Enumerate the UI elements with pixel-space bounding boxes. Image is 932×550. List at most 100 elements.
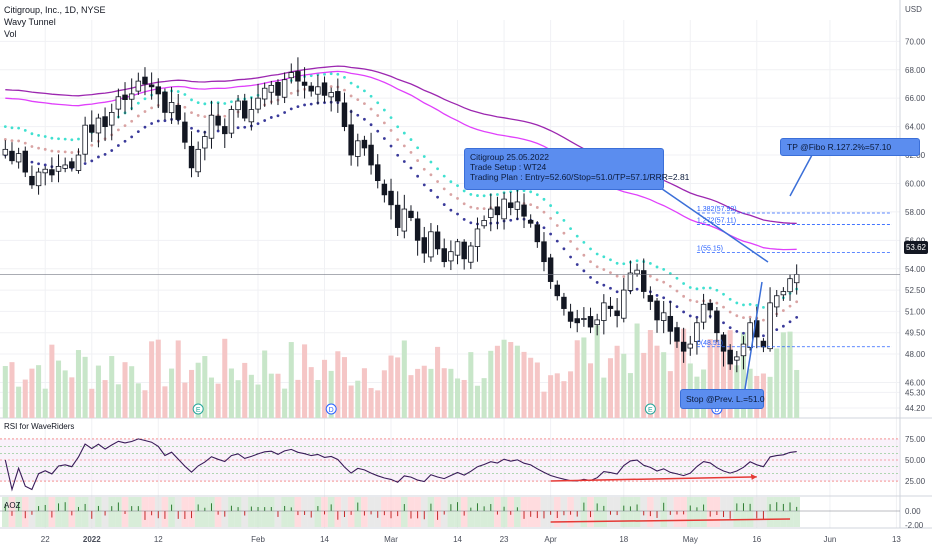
candle[interactable] — [434, 225, 441, 255]
candle[interactable] — [627, 260, 634, 295]
candle[interactable] — [308, 82, 314, 97]
candle[interactable] — [694, 317, 700, 355]
candle[interactable] — [567, 303, 574, 329]
candle[interactable] — [321, 76, 328, 103]
candle[interactable] — [514, 186, 521, 220]
candle[interactable] — [75, 148, 82, 174]
candle[interactable] — [301, 67, 308, 99]
candle[interactable] — [527, 214, 534, 228]
candle[interactable] — [394, 191, 401, 237]
candle[interactable] — [235, 94, 241, 118]
candle[interactable] — [69, 157, 75, 172]
candle[interactable] — [95, 113, 102, 148]
aoz-title[interactable]: AOZ — [4, 501, 21, 510]
candle[interactable] — [501, 192, 507, 230]
candle[interactable] — [594, 313, 600, 336]
candle[interactable] — [49, 157, 55, 183]
candle[interactable] — [428, 223, 434, 262]
candle[interactable] — [335, 78, 341, 113]
candle[interactable] — [108, 103, 115, 141]
candle[interactable] — [135, 72, 142, 95]
candle[interactable] — [667, 301, 674, 345]
candle[interactable] — [581, 307, 587, 327]
candle[interactable] — [89, 110, 95, 142]
candle[interactable] — [787, 274, 793, 301]
candle[interactable] — [122, 82, 128, 115]
candle[interactable] — [714, 306, 720, 343]
symbol-title[interactable]: Citigroup, Inc., 1D, NYSE — [4, 5, 106, 15]
candle[interactable] — [281, 72, 288, 104]
candle[interactable] — [341, 92, 348, 132]
candle[interactable] — [288, 63, 295, 84]
candle[interactable] — [720, 332, 727, 367]
candle[interactable] — [740, 336, 747, 370]
candle[interactable] — [155, 78, 162, 109]
candle[interactable] — [175, 93, 181, 125]
candle[interactable] — [534, 221, 541, 248]
candle[interactable] — [767, 287, 773, 352]
candle[interactable] — [35, 167, 42, 195]
candle[interactable] — [368, 132, 374, 175]
candle[interactable] — [328, 87, 334, 112]
candle[interactable] — [481, 215, 487, 229]
candle[interactable] — [547, 253, 554, 289]
candle[interactable] — [162, 88, 168, 120]
candle[interactable] — [128, 78, 135, 111]
candle[interactable] — [448, 240, 454, 271]
candle[interactable] — [621, 277, 627, 323]
candle[interactable] — [188, 131, 195, 178]
candle[interactable] — [42, 166, 48, 186]
candle[interactable] — [195, 141, 201, 177]
candle[interactable] — [454, 238, 461, 265]
candle[interactable] — [421, 226, 428, 263]
candle[interactable] — [561, 292, 567, 316]
candle[interactable] — [707, 299, 713, 319]
candle[interactable] — [228, 105, 235, 139]
indicator-volume[interactable]: Vol — [4, 29, 17, 39]
candle[interactable] — [222, 118, 228, 148]
rsi-title[interactable]: RSI for WaveRiders — [4, 422, 75, 431]
candle[interactable] — [15, 147, 22, 169]
candle[interactable] — [381, 179, 388, 203]
candle[interactable] — [607, 297, 614, 317]
candle[interactable] — [441, 238, 447, 268]
candle[interactable] — [102, 107, 108, 142]
candle[interactable] — [202, 130, 208, 161]
candle[interactable] — [55, 154, 62, 183]
candle[interactable] — [507, 191, 514, 216]
candle[interactable] — [148, 72, 155, 100]
indicator-wavy-tunnel[interactable]: Wavy Tunnel — [4, 17, 56, 27]
candle[interactable] — [680, 327, 687, 363]
candle[interactable] — [521, 193, 527, 229]
candle[interactable] — [494, 196, 501, 230]
candle[interactable] — [275, 79, 281, 106]
candle[interactable] — [241, 93, 248, 122]
candle[interactable] — [82, 116, 88, 162]
candle[interactable] — [647, 286, 654, 310]
candle[interactable] — [601, 294, 607, 335]
candle[interactable] — [734, 350, 740, 373]
candle[interactable] — [2, 140, 9, 159]
candle[interactable] — [727, 344, 733, 370]
candle[interactable] — [773, 290, 780, 318]
candle[interactable] — [142, 67, 148, 96]
candle[interactable] — [255, 83, 261, 114]
candle[interactable] — [574, 309, 580, 333]
candle[interactable] — [414, 211, 421, 256]
candle[interactable] — [29, 165, 35, 189]
candle[interactable] — [660, 301, 667, 334]
candle[interactable] — [361, 135, 368, 156]
candle[interactable] — [168, 86, 175, 124]
candle[interactable] — [401, 194, 408, 239]
candle[interactable] — [22, 146, 29, 178]
candle[interactable] — [474, 217, 481, 262]
candle[interactable] — [182, 112, 188, 150]
candle[interactable] — [488, 193, 494, 232]
candle[interactable] — [461, 239, 467, 270]
candle[interactable] — [408, 205, 414, 222]
candle[interactable] — [640, 258, 647, 299]
candle[interactable] — [315, 74, 321, 105]
candle[interactable] — [587, 307, 594, 334]
candle[interactable] — [268, 80, 275, 105]
